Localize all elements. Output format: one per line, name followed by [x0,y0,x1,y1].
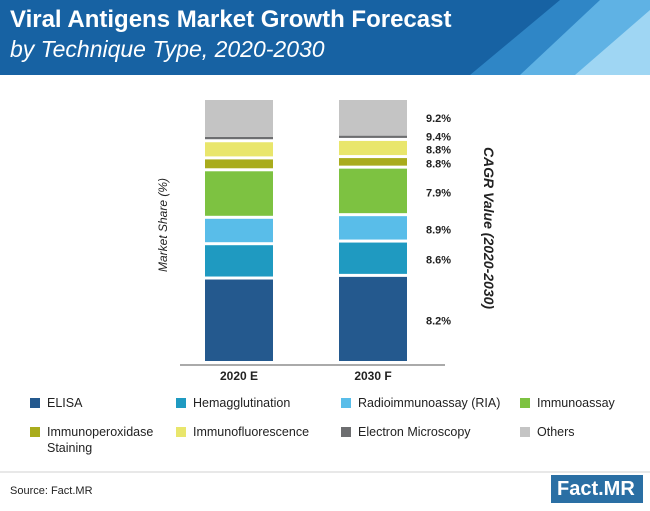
stacked-bar-chart: 2020 E 2030 F 8.2%8.6%8.9%7.9%8.8%8.8%9.… [180,100,451,383]
legend-label-hemagglutination: Hemagglutination [193,396,291,410]
footer-divider [0,471,650,473]
bars-group [205,100,407,361]
legend-label-others: Others [537,425,575,439]
chart-subtitle: by Technique Type, 2020-2030 [10,36,325,62]
legend-label-elisa: ELISA [47,396,83,410]
bar-segment-others-2030-f [339,100,407,136]
legend-label-electron-microscopy: Electron Microscopy [358,425,471,439]
legend-swatch-immunofluorescence [176,427,186,437]
header-background [0,0,650,75]
legend-swatch-ria [341,398,351,408]
bar-segment-others-2020-e [205,100,273,137]
x-tick-label-2030: 2030 F [354,369,391,383]
bar-segment-immunoperoxidase-staining-2030-f [339,158,407,166]
bar-segment-hemagglutination-2020-e [205,245,273,277]
legend-swatch-electron-microscopy [341,427,351,437]
legend-label-immunoassay: Immunoassay [537,396,615,410]
legend-label-immunoperoxidase-line2: Staining [47,441,93,455]
cagr-label-electron-microscopy: 9.4% [426,132,451,144]
bar-segment-immunoassay-2020-e [205,171,273,216]
bar-segment-immunoperoxidase-staining-2020-e [205,159,273,169]
legend: ELISA Hemagglutination Radioimmunoassay … [8,395,648,465]
header-banner: Viral Antigens Market Growth Forecast by… [0,0,650,75]
bar-segment-immunofluorescence-2030-f [339,140,407,156]
logo-part1: Fact [557,478,599,500]
bar-segment-hemagglutination-2030-f [339,242,407,274]
legend-label-ria: Radioimmunoassay (RIA) [358,396,501,410]
cagr-label-radioimmunoassay-ria: 8.9% [426,224,451,236]
legend-swatch-others [520,427,530,437]
cagr-labels-group: 8.2%8.6%8.9%7.9%8.8%8.8%9.4%9.2% [426,113,451,328]
bar-segment-immunoassay-2030-f [339,168,407,214]
cagr-label-hemagglutination: 8.6% [426,255,451,267]
factmr-logo: Fact.MR [551,475,643,503]
chart-title: Viral Antigens Market Growth Forecast [10,6,452,33]
legend-label-immunoperoxidase-line1: Immunoperoxidase [47,425,154,439]
bar-segment-elisa-2030-f [339,276,407,361]
legend-label-immunofluorescence: Immunofluorescence [193,425,310,439]
legend-swatch-immunoperoxidase [30,427,40,437]
bar-segment-radioimmunoassay-ria-2030-f [339,216,407,240]
legend-swatch-elisa [30,398,40,408]
logo-part2: .MR [598,478,635,500]
y-axis-label: Market Share (%) [156,177,170,273]
cagr-label-immunofluorescence: 8.8% [426,145,451,157]
cagr-label-others: 9.2% [426,113,451,125]
bar-segment-radioimmunoassay-ria-2020-e [205,218,273,243]
bar-segment-electron-microscopy-2020-e [205,136,273,140]
cagr-label-immunoperoxidase-staining: 8.8% [426,158,451,170]
legend-swatch-hemagglutination [176,398,186,408]
source-note: Source: Fact.MR [10,485,93,497]
legend-swatch-immunoassay [520,398,530,408]
legend-label-immunoperoxidase: Immunoperoxidase Staining [47,424,153,456]
bar-segment-electron-microscopy-2030-f [339,135,407,138]
cagr-label-elisa: 8.2% [426,315,451,327]
x-tick-label-2020: 2020 E [220,369,258,383]
bar-segment-elisa-2020-e [205,279,273,361]
cagr-axis-label: CAGR Value (2020-2030) [481,146,497,310]
bar-segment-immunofluorescence-2020-e [205,142,273,157]
cagr-label-immunoassay: 7.9% [426,187,451,199]
